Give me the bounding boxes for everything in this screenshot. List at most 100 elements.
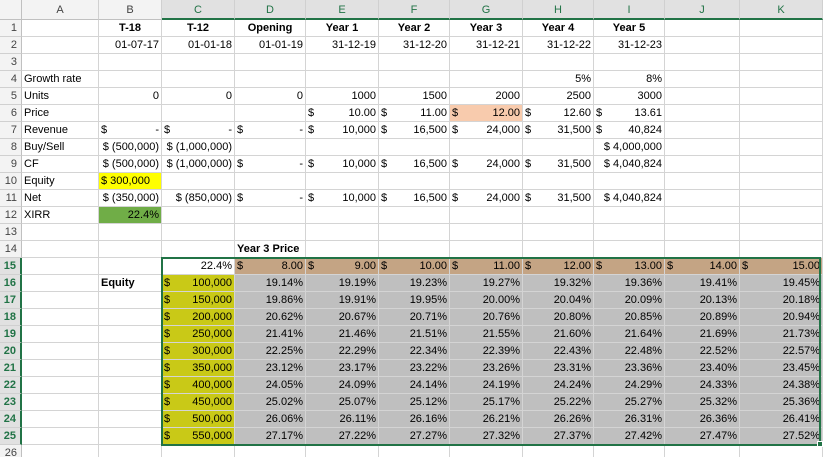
cell-g7[interactable]: $24,000 (450, 122, 523, 139)
sensitivity-result-cell[interactable]: 26.26% (523, 411, 594, 428)
sensitivity-result-cell[interactable]: 19.86% (235, 292, 306, 309)
sensitivity-price-header[interactable]: $10.00 (379, 258, 450, 275)
cell[interactable] (665, 173, 740, 190)
cell[interactable] (665, 71, 740, 88)
cell[interactable] (235, 224, 306, 241)
cell-h1[interactable]: Year 4 (523, 20, 594, 37)
cell[interactable] (594, 207, 665, 224)
cell[interactable] (22, 360, 99, 377)
cell[interactable] (379, 207, 450, 224)
cell-d1[interactable]: Opening (235, 20, 306, 37)
sensitivity-result-cell[interactable]: 24.09% (306, 377, 379, 394)
sensitivity-result-cell[interactable]: 21.55% (450, 326, 523, 343)
row-header-12[interactable]: 12 (0, 207, 22, 224)
cell[interactable] (665, 207, 740, 224)
cell-i1[interactable]: Year 5 (594, 20, 665, 37)
sensitivity-equity-value[interactable]: $550,000 (162, 428, 235, 445)
row-header-23[interactable]: 23 (0, 394, 22, 411)
cell-d11[interactable]: $ - (235, 190, 306, 207)
cell[interactable] (99, 105, 162, 122)
sensitivity-result-cell[interactable]: 19.23% (379, 275, 450, 292)
cell-d14[interactable]: Year 3 Price (235, 241, 306, 258)
cell[interactable] (22, 377, 99, 394)
select-all-corner[interactable] (0, 0, 22, 20)
cell[interactable] (523, 241, 594, 258)
cell-f5[interactable]: 1500 (379, 88, 450, 105)
cell-b5[interactable]: 0 (99, 88, 162, 105)
row-header-19[interactable]: 19 (0, 326, 22, 343)
cell-g2[interactable]: 31-12-21 (450, 37, 523, 54)
cell[interactable] (306, 71, 379, 88)
column-header-e[interactable]: E (306, 0, 379, 20)
row-header-2[interactable]: 2 (0, 37, 22, 54)
cell[interactable] (665, 88, 740, 105)
sensitivity-result-cell[interactable]: 22.43% (523, 343, 594, 360)
cell-e11[interactable]: $10,000 (306, 190, 379, 207)
row-header-14[interactable]: 14 (0, 241, 22, 258)
cell[interactable] (235, 105, 306, 122)
sensitivity-result-cell[interactable]: 21.51% (379, 326, 450, 343)
cell[interactable] (235, 139, 306, 156)
cell[interactable] (162, 445, 235, 457)
sensitivity-result-cell[interactable]: 24.19% (450, 377, 523, 394)
cell-c8[interactable]: $ (1,000,000) (162, 139, 235, 156)
cell[interactable] (379, 241, 450, 258)
cell[interactable] (22, 20, 99, 37)
cell-b10[interactable]: $ 300,000 (99, 173, 162, 190)
cell[interactable] (306, 445, 379, 457)
cell[interactable] (22, 37, 99, 54)
cell-c2[interactable]: 01-01-18 (162, 37, 235, 54)
cell[interactable] (99, 292, 162, 309)
fill-handle[interactable] (817, 441, 823, 447)
cell[interactable] (740, 20, 823, 37)
cell-e9[interactable]: $10,000 (306, 156, 379, 173)
row-header-6[interactable]: 6 (0, 105, 22, 122)
sensitivity-result-cell[interactable]: 27.17% (235, 428, 306, 445)
cell-h11[interactable]: $31,500 (523, 190, 594, 207)
cell[interactable] (22, 428, 99, 445)
sensitivity-result-cell[interactable]: 25.17% (450, 394, 523, 411)
row-header-24[interactable]: 24 (0, 411, 22, 428)
cell[interactable] (740, 105, 823, 122)
cell-a10[interactable]: Equity (22, 173, 99, 190)
cell[interactable] (99, 377, 162, 394)
cell[interactable] (665, 190, 740, 207)
row-header-20[interactable]: 20 (0, 343, 22, 360)
cell[interactable] (740, 207, 823, 224)
cell-d7[interactable]: $ - (235, 122, 306, 139)
cell-b9[interactable]: $ (500,000) (99, 156, 162, 173)
cell-e5[interactable]: 1000 (306, 88, 379, 105)
sensitivity-result-cell[interactable]: 19.27% (450, 275, 523, 292)
sensitivity-result-cell[interactable]: 19.36% (594, 275, 665, 292)
sensitivity-result-cell[interactable]: 25.27% (594, 394, 665, 411)
sensitivity-price-header[interactable]: $8.00 (235, 258, 306, 275)
cell-c9[interactable]: $ (1,000,000) (162, 156, 235, 173)
sensitivity-result-cell[interactable]: 26.41% (740, 411, 823, 428)
sensitivity-equity-value[interactable]: $450,000 (162, 394, 235, 411)
row-header-21[interactable]: 21 (0, 360, 22, 377)
sensitivity-price-header[interactable]: $11.00 (450, 258, 523, 275)
cell-b11[interactable]: $ (350,000) (99, 190, 162, 207)
sensitivity-equity-value[interactable]: $250,000 (162, 326, 235, 343)
sensitivity-corner-cell[interactable]: 22.4% (162, 258, 235, 275)
cell-a12[interactable]: XIRR (22, 207, 99, 224)
cell-a8[interactable]: Buy/Sell (22, 139, 99, 156)
row-header-3[interactable]: 3 (0, 54, 22, 71)
cell[interactable] (162, 173, 235, 190)
cell[interactable] (450, 445, 523, 457)
row-header-7[interactable]: 7 (0, 122, 22, 139)
cell-d2[interactable]: 01-01-19 (235, 37, 306, 54)
sensitivity-result-cell[interactable]: 23.36% (594, 360, 665, 377)
cell[interactable] (99, 258, 162, 275)
cell[interactable] (594, 241, 665, 258)
cell[interactable] (22, 292, 99, 309)
cell[interactable] (162, 54, 235, 71)
sensitivity-result-cell[interactable]: 26.31% (594, 411, 665, 428)
sensitivity-result-cell[interactable]: 27.37% (523, 428, 594, 445)
cell[interactable] (450, 173, 523, 190)
cell[interactable] (99, 71, 162, 88)
column-header-c[interactable]: C (162, 0, 235, 20)
cell-i8[interactable]: $ 4,000,000 (594, 139, 665, 156)
cell[interactable] (740, 173, 823, 190)
